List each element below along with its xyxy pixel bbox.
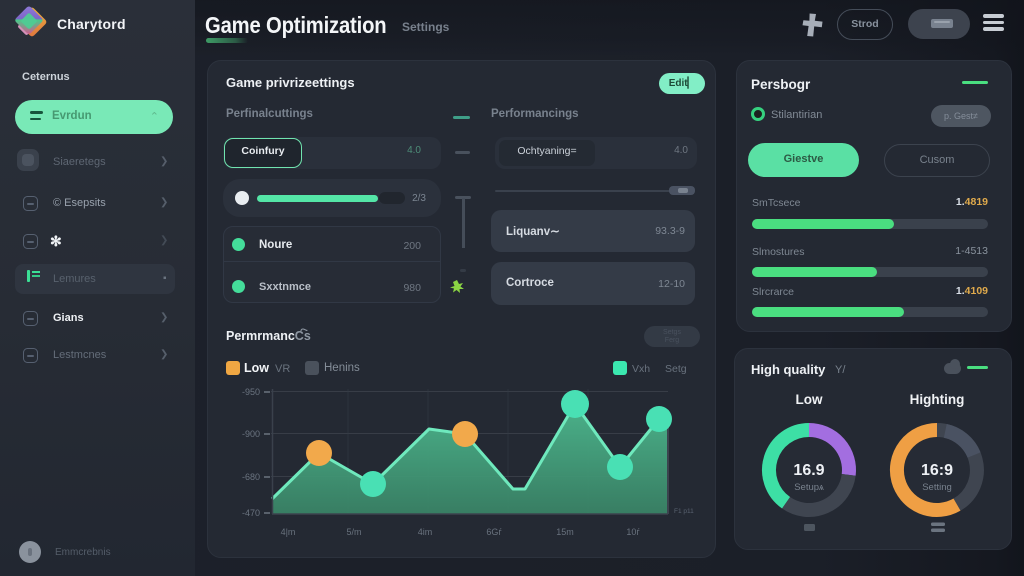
svg-text:4im: 4im — [418, 527, 433, 537]
svg-text:-950: -950 — [242, 387, 260, 397]
svg-text:10ѓ: 10ѓ — [626, 527, 640, 537]
svg-text:5/m: 5/m — [346, 527, 361, 537]
svg-text:F1 p11: F1 p11 — [674, 508, 694, 515]
svg-text:16:9: 16:9 — [921, 462, 953, 479]
svg-text:-900: -900 — [242, 429, 260, 439]
svg-text:Setting: Setting — [922, 482, 952, 493]
svg-text:6Gѓ: 6Gѓ — [486, 527, 502, 537]
svg-text:-680: -680 — [242, 472, 260, 482]
svg-text:15m: 15m — [556, 527, 574, 537]
svg-text:Setupѧ: Setupѧ — [794, 482, 824, 493]
svg-text:4|m: 4|m — [281, 527, 296, 537]
svg-text:16.9: 16.9 — [793, 462, 824, 479]
svg-text:-470: -470 — [242, 508, 260, 518]
